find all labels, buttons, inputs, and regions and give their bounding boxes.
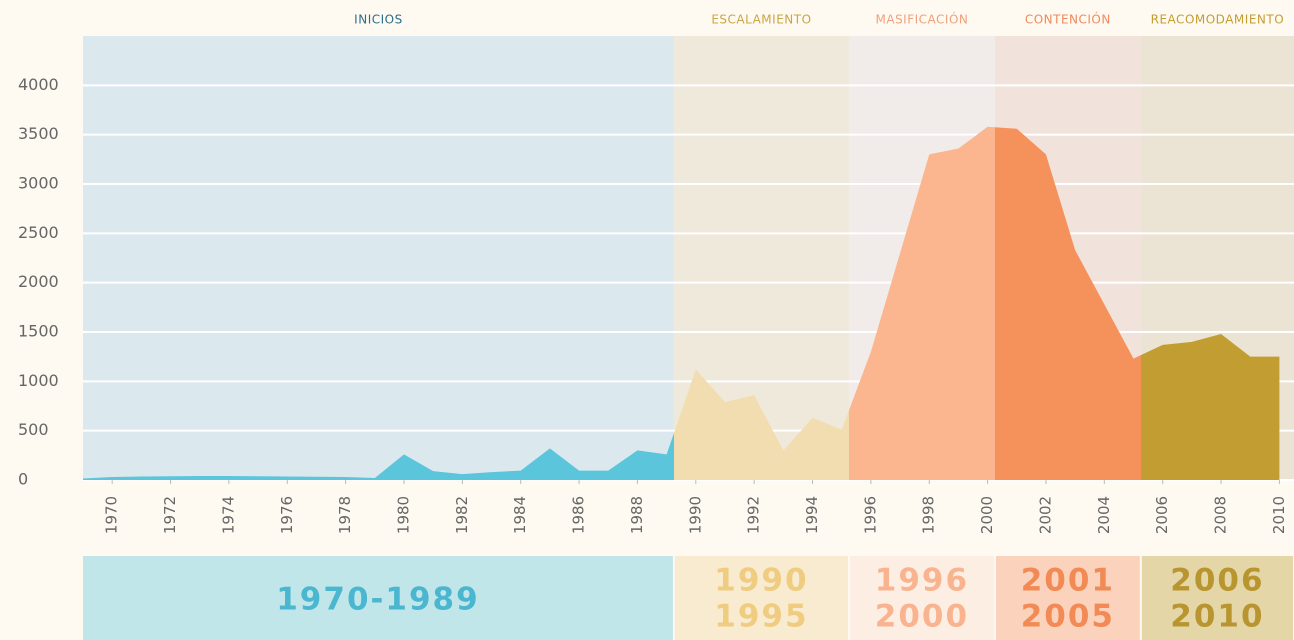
y-tick-label: 2000	[18, 272, 59, 291]
x-tick-label: 1984	[511, 496, 529, 534]
x-tick-label: 2002	[1036, 496, 1054, 534]
x-tick-label: 2010	[1270, 496, 1288, 534]
y-tick-label: 1500	[18, 322, 59, 341]
period-label: 1990	[714, 563, 808, 599]
x-tick-label: 1988	[628, 496, 646, 534]
period-box	[995, 556, 1140, 640]
period-label: 2006	[1170, 563, 1264, 599]
x-tick-label: 1976	[278, 496, 296, 534]
x-tick-label: 2000	[978, 496, 996, 534]
phase-name: CONTENCIÓN	[1025, 12, 1111, 27]
area	[83, 126, 1280, 481]
x-tick-label: 1992	[745, 496, 763, 534]
period-box	[849, 556, 994, 640]
period-box	[1141, 556, 1293, 640]
x-tick-label: 2006	[1153, 496, 1171, 534]
x-tick-label: 1986	[570, 496, 588, 534]
y-tick-label: 3500	[18, 124, 59, 143]
x-tick-label: 1972	[161, 496, 179, 534]
x-tick-label: 1994	[803, 496, 821, 534]
phase-background	[83, 36, 674, 480]
period-label: 2005	[1021, 599, 1115, 635]
x-tick-label: 2004	[1095, 496, 1113, 534]
period-label: 2000	[875, 599, 969, 635]
period-label: 2010	[1170, 599, 1264, 635]
y-tick-label: 500	[18, 420, 49, 439]
x-tick-label: 1990	[686, 496, 704, 534]
phase-name: INICIOS	[354, 13, 403, 27]
period-label: 1996	[875, 563, 969, 599]
phase-name: ESCALAMIENTO	[711, 13, 811, 27]
x-tick-label: 1982	[453, 496, 471, 534]
y-tick-label: 3000	[18, 174, 59, 193]
x-tick-label: 1996	[861, 496, 879, 534]
x-tick-label: 1974	[219, 496, 237, 534]
x-tick-label: 1978	[336, 496, 354, 534]
y-tick-label: 0	[18, 470, 28, 489]
period-label: 1995	[714, 599, 808, 635]
period-label: 1970-1989	[276, 582, 479, 618]
period-box	[674, 556, 848, 640]
x-tick-label: 2008	[1212, 496, 1230, 534]
period-box	[83, 556, 673, 640]
phase-name: MASIFICACIÓN	[876, 12, 969, 27]
y-tick-label: 1000	[18, 371, 59, 390]
x-tick-label: 1980	[394, 496, 412, 534]
y-tick-label: 2500	[18, 223, 59, 242]
x-tick-label: 1998	[920, 496, 938, 534]
y-tick-label: 4000	[18, 75, 59, 94]
x-tick-label: 1970	[103, 496, 121, 534]
phase-name: REACOMODAMIENTO	[1151, 13, 1285, 27]
period-label: 2001	[1021, 563, 1115, 599]
